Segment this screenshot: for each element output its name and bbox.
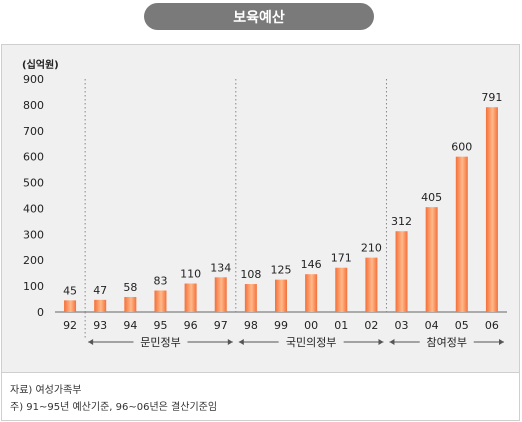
- y-tick-label: 500: [23, 177, 44, 190]
- y-tick-label: 800: [23, 99, 44, 112]
- period-arrow-right: [499, 339, 504, 345]
- y-tick-label: 0: [37, 306, 44, 319]
- x-tick-00: 00: [304, 319, 318, 332]
- data-label-99: 125: [271, 264, 292, 277]
- bar-97: [214, 277, 227, 312]
- bar-05: [455, 156, 468, 312]
- bar-06: [485, 107, 498, 312]
- period-arrow-left: [238, 339, 244, 345]
- x-tick-06: 06: [485, 319, 499, 332]
- period-label-bg: [419, 334, 474, 350]
- x-tick-03: 03: [395, 319, 409, 332]
- y-tick-label: 200: [23, 254, 44, 267]
- y-tick-label: 600: [23, 151, 44, 164]
- data-label-95: 83: [153, 275, 167, 288]
- y-tick-label: 100: [23, 280, 44, 293]
- period-label-1: 문민정부: [140, 336, 180, 349]
- y-tick-label: 700: [23, 125, 44, 138]
- bar-94: [124, 296, 137, 312]
- period-label-3: 참여정부: [426, 336, 466, 349]
- data-label-92: 45: [63, 284, 77, 297]
- period-label-bg: [133, 334, 188, 350]
- x-tick-04: 04: [425, 319, 439, 332]
- data-label-94: 58: [123, 281, 137, 294]
- x-tick-95: 95: [153, 319, 167, 332]
- x-tick-92: 92: [63, 319, 77, 332]
- x-tick-02: 02: [364, 319, 378, 332]
- bar-93: [94, 299, 107, 312]
- data-label-00: 146: [301, 258, 322, 271]
- data-label-03: 312: [391, 215, 412, 228]
- data-label-06: 791: [481, 91, 502, 104]
- chart-area: (십억원) 0 100 200 300 400 500 600 700 800 900 45 47 5…: [1, 44, 520, 373]
- bar-01: [335, 267, 348, 312]
- footnote: 주) 91~95년 예산기준, 96~06년은 결산기준임: [10, 402, 218, 413]
- x-tick-97: 97: [214, 319, 228, 332]
- period-arrow-right: [378, 339, 384, 345]
- chart-title: 보육예산: [144, 3, 374, 30]
- bar-00: [305, 274, 318, 312]
- source-note: 자료) 여성가족부: [10, 385, 82, 396]
- period-label-bg: [278, 334, 344, 350]
- data-label-02: 210: [361, 242, 382, 255]
- bar-96: [184, 283, 197, 312]
- bar-03: [395, 231, 408, 312]
- data-label-97: 134: [210, 261, 231, 274]
- data-label-01: 171: [331, 252, 352, 265]
- x-tick-99: 99: [274, 319, 288, 332]
- bar-99: [275, 279, 287, 312]
- data-label-96: 110: [180, 268, 201, 281]
- x-tick-05: 05: [455, 319, 469, 332]
- bar-98: [244, 284, 257, 312]
- x-tick-94: 94: [123, 319, 137, 332]
- data-label-05: 600: [451, 141, 472, 154]
- x-tick-96: 96: [184, 319, 198, 332]
- period-arrow-right: [227, 339, 233, 345]
- x-tick-98: 98: [244, 319, 258, 332]
- y-tick-label: 900: [23, 73, 44, 86]
- y-tick-label: 400: [23, 202, 44, 215]
- y-axis-unit: (십억원): [22, 58, 59, 71]
- x-tick-93: 93: [93, 319, 107, 332]
- period-arrow-left: [88, 339, 94, 345]
- bar-92: [64, 300, 77, 312]
- y-tick-label: 300: [23, 228, 44, 241]
- period-label-2: 국민의정부: [286, 336, 337, 349]
- notes-box: 자료) 여성가족부 주) 91~95년 예산기준, 96~06년은 결산기준임: [1, 373, 520, 421]
- bar-04: [425, 207, 438, 312]
- data-label-04: 405: [421, 191, 442, 204]
- x-tick-01: 01: [334, 319, 348, 332]
- bar-02: [365, 257, 378, 312]
- data-label-98: 108: [240, 268, 261, 281]
- bar-95: [154, 290, 167, 312]
- period-arrow-left: [389, 339, 395, 345]
- data-label-93: 47: [93, 284, 107, 297]
